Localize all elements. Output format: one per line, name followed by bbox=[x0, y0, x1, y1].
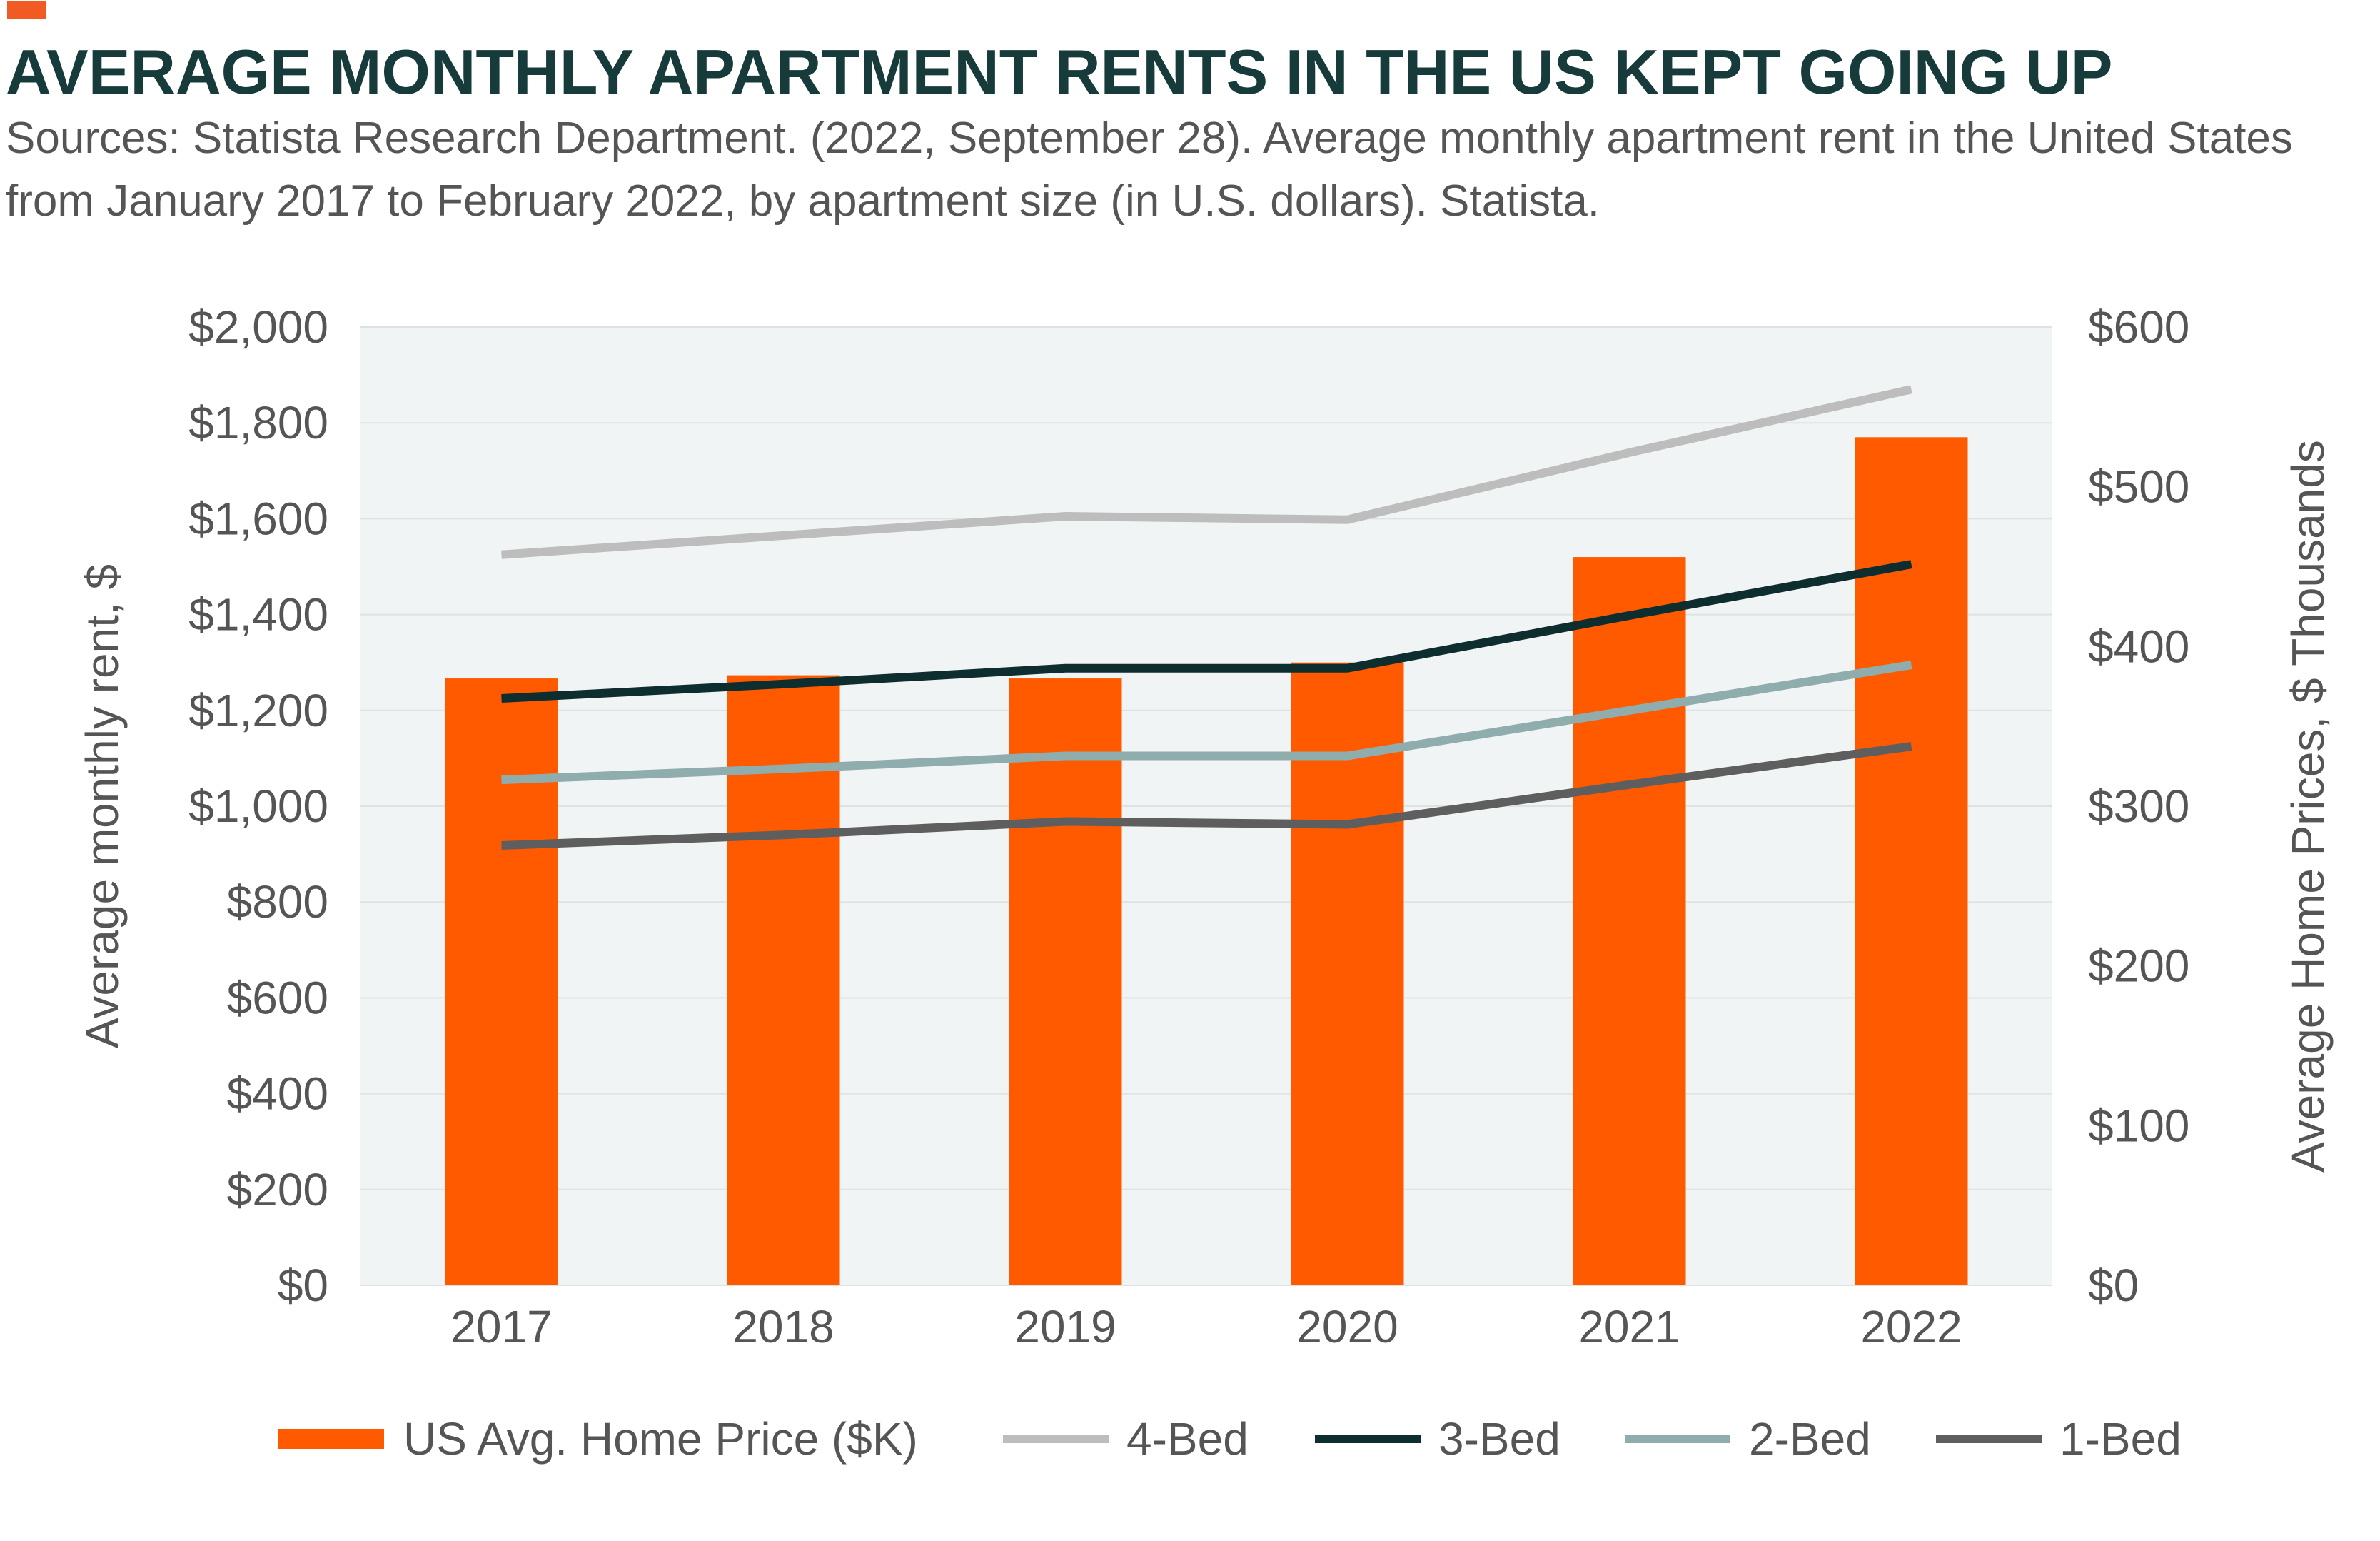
gridlines bbox=[360, 326, 2052, 1286]
x-tick-label: 2022 bbox=[1860, 1301, 1962, 1352]
line-2-bed bbox=[501, 661, 1912, 785]
legend-swatch-us-avg-home-price-k bbox=[278, 1429, 384, 1449]
legend-label-2-bed: 2-Bed bbox=[1749, 1413, 1871, 1465]
x-tick-label: 2020 bbox=[1296, 1301, 1398, 1352]
x-tick-label: 2021 bbox=[1578, 1301, 1680, 1352]
bar-2020 bbox=[1291, 662, 1404, 1285]
bar-2018 bbox=[727, 675, 840, 1285]
y-tick-label: $0 bbox=[278, 1260, 328, 1311]
y2-tick-label: $400 bbox=[2088, 621, 2189, 672]
bar-series bbox=[445, 437, 1968, 1285]
y2-tick-label: $600 bbox=[2088, 301, 2189, 353]
y-tick-label: $200 bbox=[227, 1164, 328, 1215]
y-tick-label: $1,000 bbox=[188, 780, 328, 832]
y2-tick-label: $100 bbox=[2088, 1100, 2189, 1151]
y-tick-label: $1,200 bbox=[188, 685, 328, 736]
x-axis: 2017 2018 2019 2020 2021 2022 bbox=[450, 1301, 1962, 1352]
legend-label-1-bed: 1-Bed bbox=[2059, 1413, 2182, 1465]
legend: US Avg. Home Price ($K) 4-Bed 3-Bed 2-Bed 1-… bbox=[278, 1413, 2182, 1465]
y2-tick-label: $500 bbox=[2088, 461, 2189, 513]
line-series bbox=[501, 385, 1912, 850]
line-4-bed bbox=[501, 385, 1912, 559]
line-3-bed bbox=[501, 560, 1912, 703]
y-axis-left: $0 $200 $400 $600 $800 $1,000 $1,200 $1,400 $1,6… bbox=[188, 301, 328, 1311]
y-axis-right: $0 $100 $200 $300 $400 $500 $600 bbox=[2088, 301, 2189, 1311]
x-tick-label: 2017 bbox=[450, 1301, 552, 1352]
bar-2017 bbox=[445, 678, 558, 1285]
y-tick-label: $2,000 bbox=[188, 301, 328, 353]
y-tick-label: $1,800 bbox=[188, 397, 328, 448]
line-1-bed bbox=[501, 742, 1912, 850]
legend-label-4-bed: 4-Bed bbox=[1126, 1413, 1249, 1465]
legend-label-us-avg-home-price-k: US Avg. Home Price ($K) bbox=[403, 1413, 918, 1465]
x-tick-label: 2018 bbox=[732, 1301, 834, 1352]
y2-axis-title: Average Home Prices, $ Thousands bbox=[2282, 440, 2334, 1173]
y-tick-label: $1,600 bbox=[188, 493, 328, 544]
y-tick-label: $800 bbox=[227, 876, 328, 928]
bar-2021 bbox=[1573, 557, 1686, 1285]
legend-label-3-bed: 3-Bed bbox=[1438, 1413, 1560, 1465]
y-axis-title: Average monthly rent, $ bbox=[76, 564, 128, 1048]
y-tick-label: $600 bbox=[227, 972, 328, 1023]
bar-2022 bbox=[1855, 437, 1968, 1285]
y-tick-label: $1,400 bbox=[188, 589, 328, 641]
bar-2019 bbox=[1009, 678, 1122, 1285]
y-tick-label: $400 bbox=[227, 1068, 328, 1120]
chart-subtitle: Sources: Statista Research Department. (… bbox=[6, 114, 2293, 226]
x-tick-label: 2019 bbox=[1014, 1301, 1116, 1352]
accent-bar bbox=[7, 1, 46, 19]
y2-tick-label: $0 bbox=[2088, 1260, 2139, 1311]
chart-title: AVERAGE MONTHLY APARTMENT RENTS IN THE U… bbox=[6, 36, 2113, 107]
y2-tick-label: $300 bbox=[2088, 780, 2189, 832]
y2-tick-label: $200 bbox=[2088, 940, 2189, 992]
